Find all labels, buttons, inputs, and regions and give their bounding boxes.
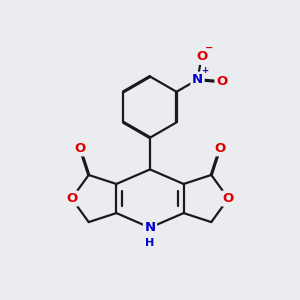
Text: O: O (196, 50, 207, 63)
Text: N: N (192, 73, 203, 86)
Text: O: O (66, 192, 77, 205)
Text: O: O (223, 192, 234, 205)
Text: H: H (145, 238, 155, 248)
Text: +: + (201, 66, 208, 75)
Text: N: N (144, 221, 156, 234)
Text: O: O (216, 75, 227, 88)
Text: O: O (214, 142, 226, 155)
Text: −: − (205, 43, 214, 53)
Text: O: O (74, 142, 86, 155)
